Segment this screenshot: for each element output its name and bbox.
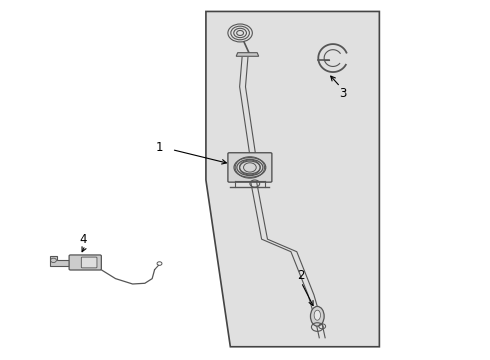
Ellipse shape: [314, 310, 320, 320]
FancyBboxPatch shape: [228, 153, 272, 182]
Text: 3: 3: [339, 87, 346, 100]
Ellipse shape: [311, 306, 324, 326]
FancyBboxPatch shape: [69, 255, 101, 270]
Text: 4: 4: [79, 233, 87, 246]
Polygon shape: [206, 12, 379, 347]
Polygon shape: [49, 256, 69, 266]
FancyBboxPatch shape: [81, 257, 97, 268]
Text: 2: 2: [297, 269, 305, 282]
Text: 1: 1: [156, 141, 163, 154]
Polygon shape: [236, 53, 259, 56]
